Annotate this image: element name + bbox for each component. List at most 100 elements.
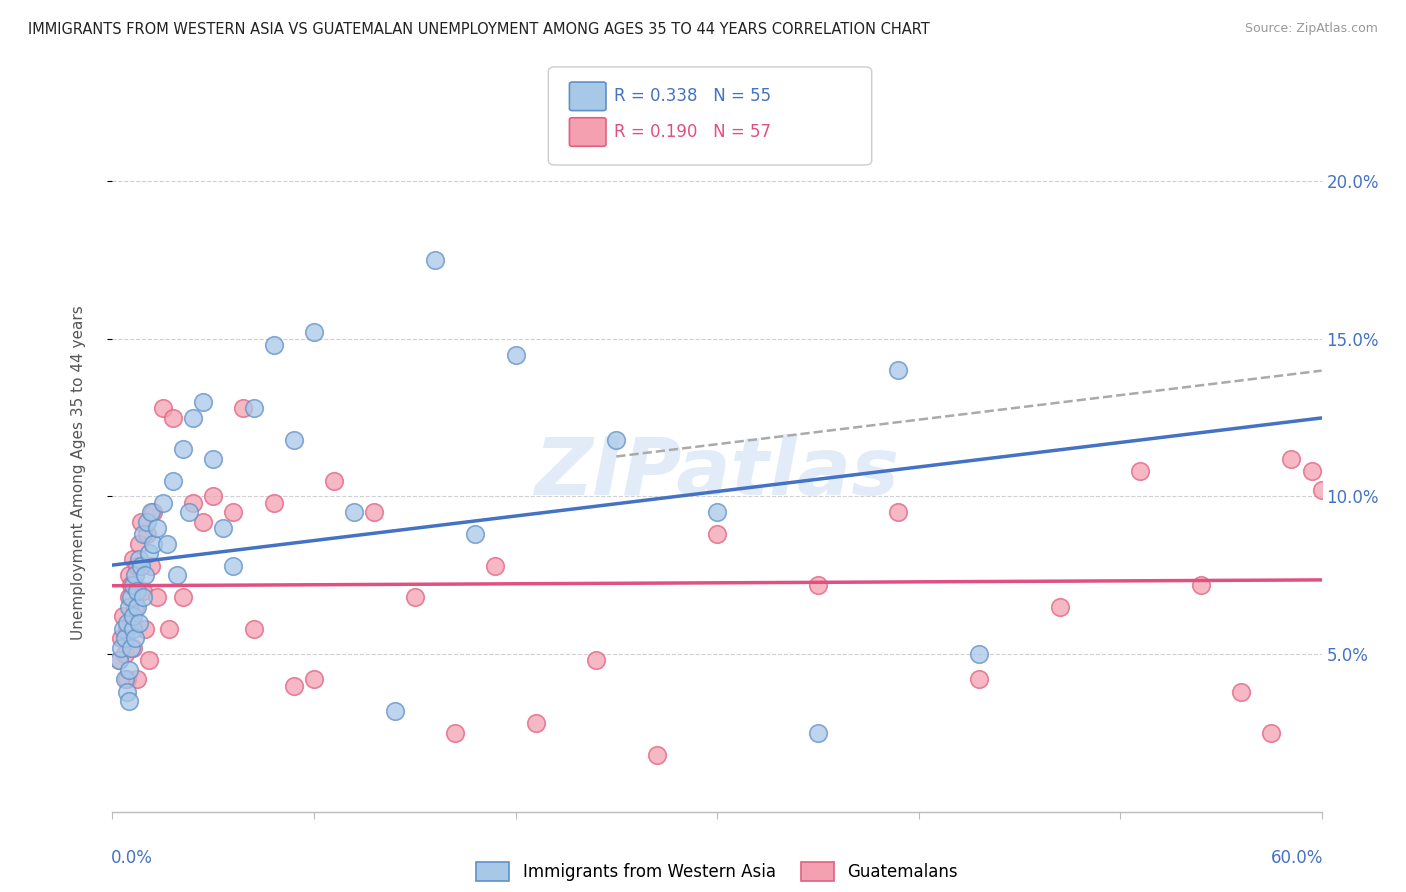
Point [1129, 464, 1152, 478]
Point [343, 505, 366, 519]
Point [135, 527, 157, 541]
Point [967, 647, 990, 661]
Point [117, 591, 139, 605]
Point [146, 521, 169, 535]
Point [121, 577, 143, 591]
Point [1279, 451, 1302, 466]
Point [111, 622, 134, 636]
Text: R = 0.338   N = 55: R = 0.338 N = 55 [614, 87, 772, 105]
Point [120, 591, 142, 605]
Point [146, 591, 169, 605]
Point [706, 505, 728, 519]
Point [120, 577, 142, 591]
Point [114, 673, 136, 687]
Point [124, 632, 146, 646]
Point [162, 410, 184, 425]
Point [645, 747, 668, 762]
Point [807, 726, 830, 740]
Point [107, 653, 129, 667]
Point [124, 568, 146, 582]
Text: IMMIGRANTS FROM WESTERN ASIA VS GUATEMALAN UNEMPLOYMENT AMONG AGES 35 TO 44 YEAR: IMMIGRANTS FROM WESTERN ASIA VS GUATEMAL… [28, 22, 929, 37]
Point [222, 505, 245, 519]
Point [242, 622, 264, 636]
Point [117, 663, 139, 677]
Point [110, 640, 132, 655]
Point [142, 537, 165, 551]
Point [967, 673, 990, 687]
Point [263, 338, 285, 352]
Point [157, 622, 180, 636]
Point [1301, 464, 1323, 478]
Point [283, 433, 305, 447]
Point [115, 615, 138, 630]
Point [125, 673, 148, 687]
Point [134, 568, 156, 582]
Text: ZIPatlas: ZIPatlas [534, 434, 900, 512]
Point [156, 537, 179, 551]
Point [464, 527, 486, 541]
Point [242, 401, 264, 416]
Point [111, 609, 134, 624]
Point [152, 496, 174, 510]
Point [323, 474, 346, 488]
Point [115, 673, 138, 687]
Point [172, 442, 194, 456]
Point [117, 694, 139, 708]
Point [132, 591, 155, 605]
Point [232, 401, 254, 416]
Point [505, 347, 527, 361]
Point [423, 252, 446, 267]
Point [191, 394, 214, 409]
Point [181, 496, 204, 510]
Point [222, 558, 245, 573]
Point [887, 505, 910, 519]
Point [132, 527, 155, 541]
Point [120, 615, 142, 630]
Legend: Immigrants from Western Asia, Guatemalans: Immigrants from Western Asia, Guatemalan… [477, 862, 957, 881]
Point [115, 685, 138, 699]
Point [152, 401, 174, 416]
Point [202, 451, 225, 466]
Point [363, 505, 385, 519]
Point [172, 591, 194, 605]
Text: 60.0%: 60.0% [1271, 849, 1323, 867]
Point [124, 599, 146, 614]
Point [1189, 577, 1212, 591]
Text: 0.0%: 0.0% [111, 849, 153, 867]
Point [110, 632, 132, 646]
Point [181, 410, 204, 425]
Point [107, 653, 129, 667]
Point [135, 515, 157, 529]
Point [114, 647, 136, 661]
Point [129, 558, 152, 573]
Point [128, 615, 150, 630]
Y-axis label: Unemployment Among Ages 35 to 44 years: Unemployment Among Ages 35 to 44 years [72, 305, 86, 640]
Point [125, 599, 148, 614]
Point [706, 527, 728, 541]
Point [134, 622, 156, 636]
Point [484, 558, 506, 573]
Point [166, 568, 188, 582]
Point [132, 584, 155, 599]
Point [121, 622, 143, 636]
Point [117, 599, 139, 614]
Point [585, 653, 607, 667]
Point [202, 490, 225, 504]
Point [1260, 726, 1282, 740]
Text: Source: ZipAtlas.com: Source: ZipAtlas.com [1244, 22, 1378, 36]
Point [128, 537, 150, 551]
Point [138, 546, 160, 560]
Point [212, 521, 235, 535]
Point [114, 632, 136, 646]
Point [121, 609, 143, 624]
Point [120, 640, 142, 655]
Point [162, 474, 184, 488]
Point [177, 505, 200, 519]
Text: R = 0.190   N = 57: R = 0.190 N = 57 [614, 123, 772, 141]
Point [138, 653, 160, 667]
Point [807, 577, 830, 591]
Point [1310, 483, 1333, 497]
Point [125, 558, 148, 573]
Point [444, 726, 467, 740]
Point [887, 363, 910, 377]
